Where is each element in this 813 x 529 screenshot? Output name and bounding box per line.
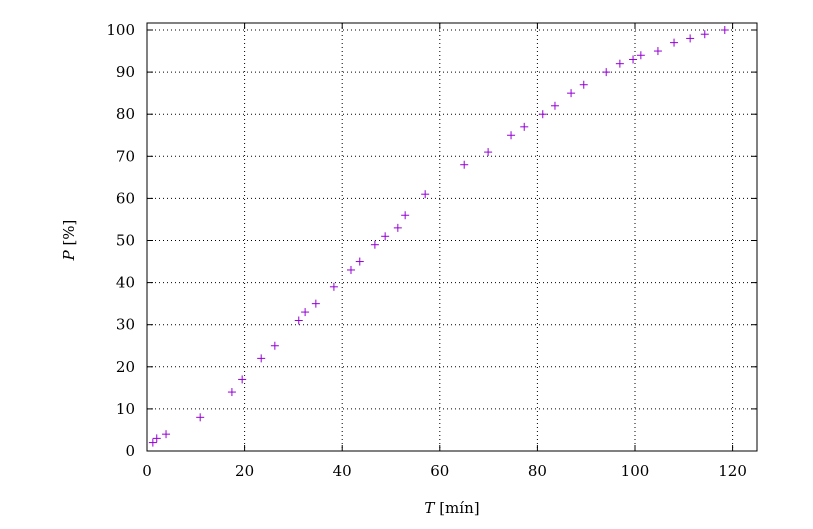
data-point	[421, 190, 430, 199]
data-point	[162, 430, 171, 439]
x-tick-label: 60	[430, 462, 449, 480]
y-tick-label: 90	[116, 63, 135, 81]
data-point	[615, 59, 624, 68]
data-point	[355, 257, 364, 266]
data-point	[301, 308, 310, 317]
data-point	[567, 89, 576, 98]
data-point	[484, 148, 493, 157]
data-point	[653, 47, 662, 56]
data-point	[538, 110, 547, 119]
x-tick-label: 120	[718, 462, 747, 480]
y-tick-label: 80	[116, 105, 135, 123]
y-tick-label: 20	[116, 358, 135, 376]
y-tick-label: 50	[116, 232, 135, 250]
data-point	[381, 232, 390, 241]
data-point	[629, 55, 638, 64]
y-tick-label: 10	[116, 400, 135, 418]
y-tick-label: 100	[106, 21, 135, 39]
data-point	[148, 438, 157, 447]
x-tick-label: 20	[235, 462, 254, 480]
data-point	[370, 240, 379, 249]
data-point	[152, 434, 161, 443]
data-point	[257, 354, 266, 363]
x-tick-label: 0	[142, 462, 152, 480]
data-point	[393, 223, 402, 232]
x-axis-label: T [mín]	[424, 499, 479, 517]
y-tick-label: 60	[116, 189, 135, 207]
y-tick-label: 30	[116, 316, 135, 334]
data-point	[670, 38, 679, 47]
data-point	[700, 30, 709, 39]
y-tick-label: 40	[116, 274, 135, 292]
data-point	[196, 413, 205, 422]
x-tick-label: 100	[621, 462, 650, 480]
data-point	[636, 51, 645, 60]
data-point	[720, 26, 729, 34]
x-tick-label: 40	[333, 462, 352, 480]
data-point	[346, 265, 355, 274]
data-point	[520, 122, 529, 131]
grid	[147, 23, 757, 451]
data-point	[602, 68, 611, 77]
data-point	[507, 131, 516, 140]
y-tick-label: 70	[116, 147, 135, 165]
y-tick-label: 0	[125, 442, 135, 460]
y-axis-label: P [%]	[60, 220, 78, 262]
data-point	[329, 282, 338, 291]
data-point	[238, 375, 247, 384]
plot-frame	[146, 22, 758, 452]
data-point	[227, 388, 236, 397]
x-tick-label: 80	[528, 462, 547, 480]
data-point	[460, 160, 469, 169]
points	[148, 26, 729, 447]
data-point	[579, 80, 588, 89]
data-point	[294, 316, 303, 325]
data-point	[401, 211, 410, 220]
data-point	[311, 299, 320, 308]
data-point	[270, 341, 279, 350]
data-point	[550, 101, 559, 110]
data-point	[686, 34, 695, 43]
ticks: 0 20 40 60 80 100 120 0 10 20 30 40 50 60 70 80 90 100	[106, 21, 757, 480]
